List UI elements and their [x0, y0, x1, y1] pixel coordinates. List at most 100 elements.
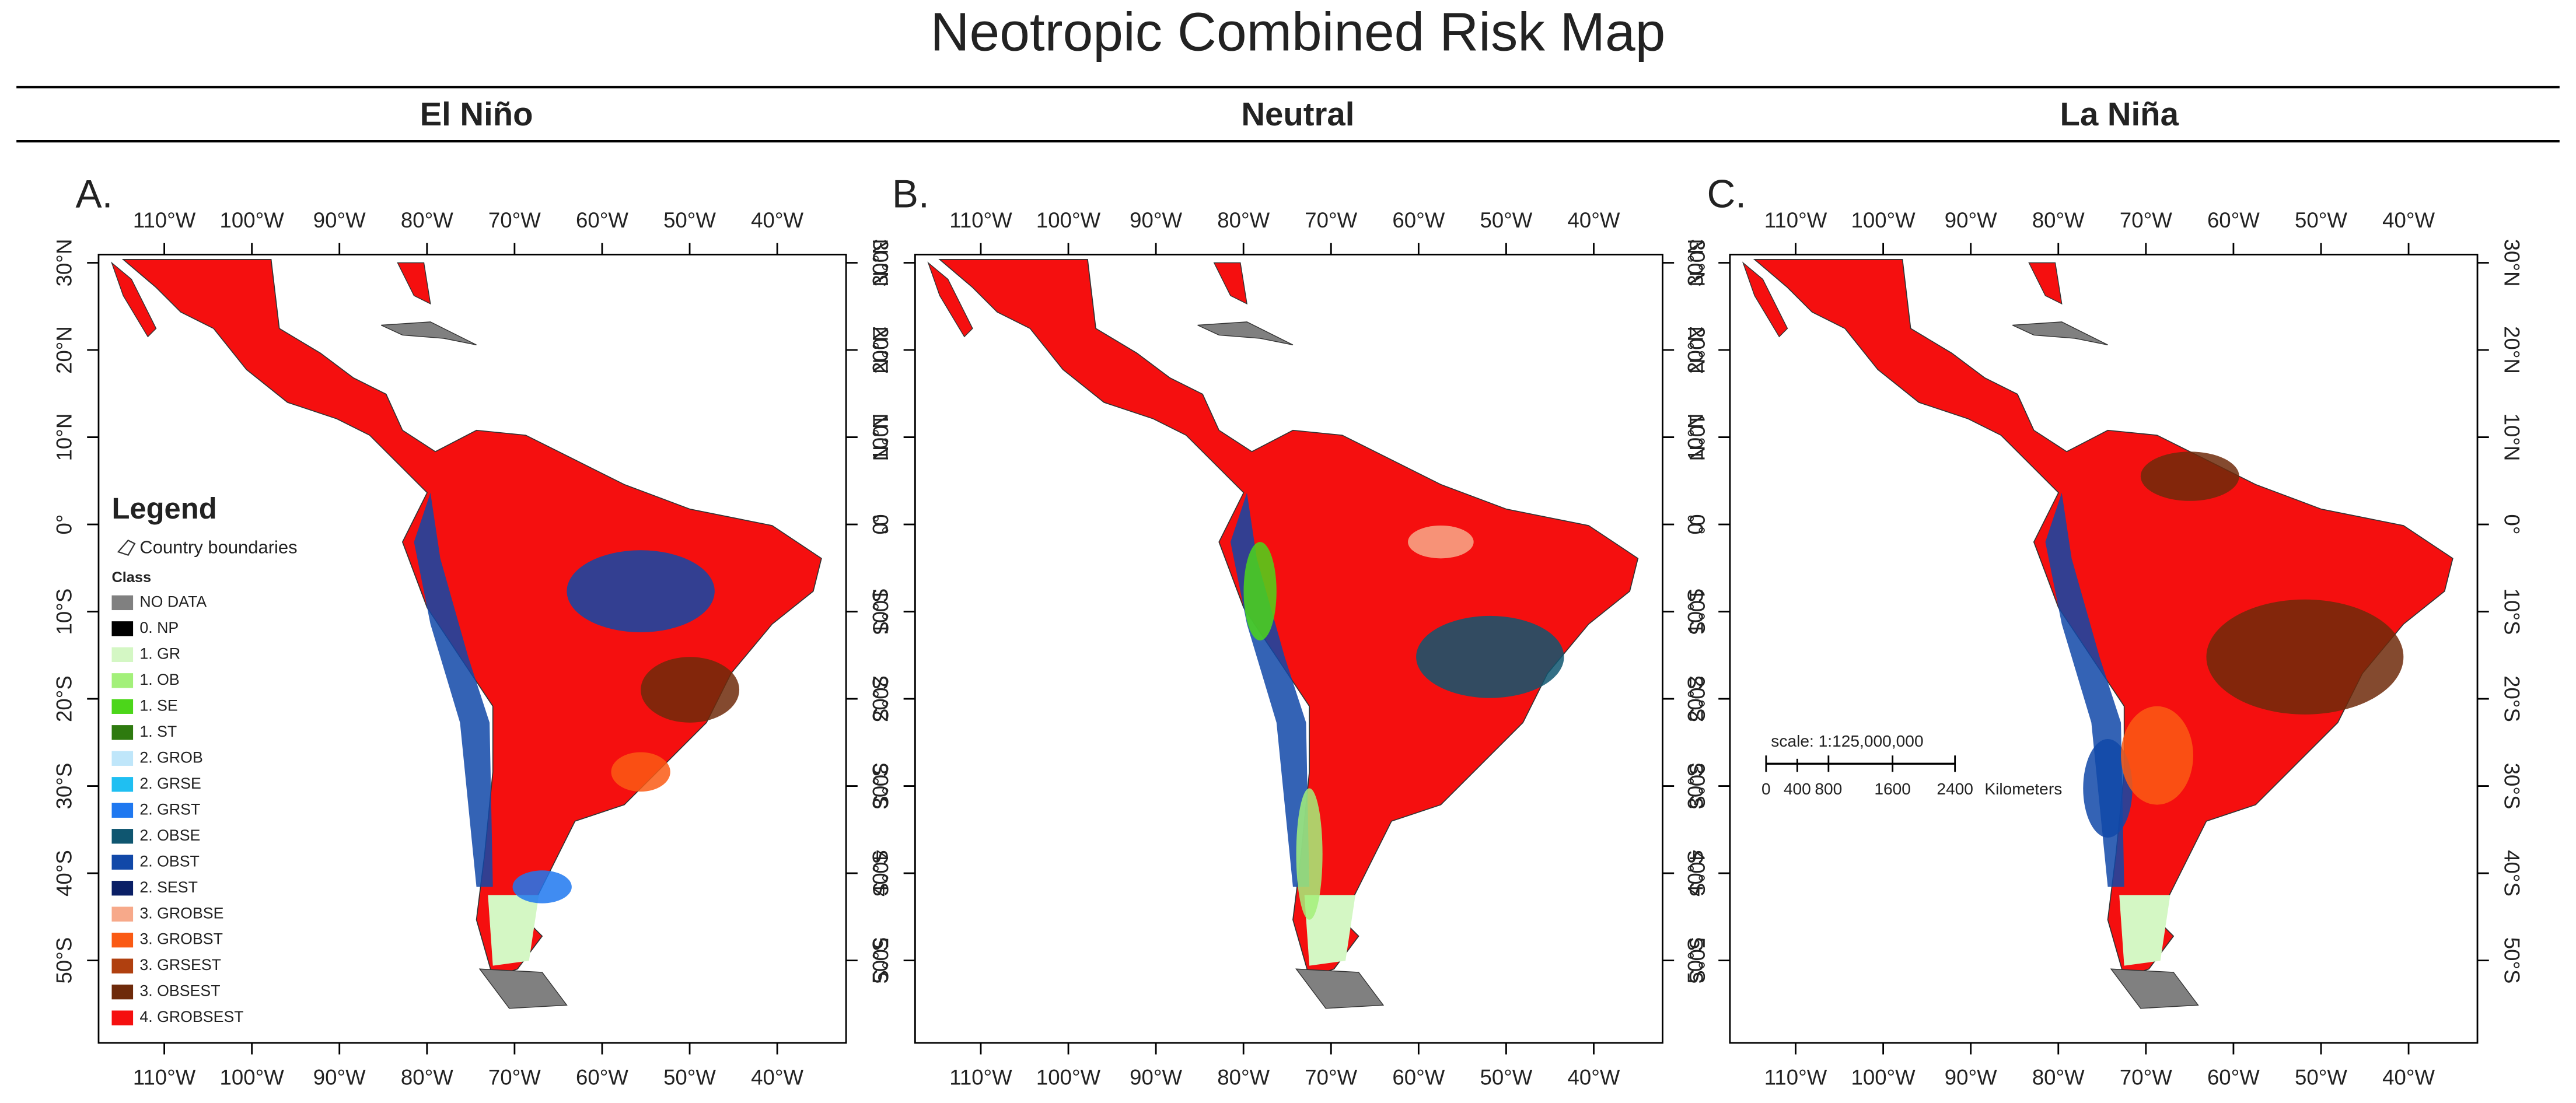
latitude-label: 0°: [1683, 514, 1707, 535]
longitude-label: 100°W: [220, 1066, 285, 1090]
legend-title: Legend: [111, 492, 216, 525]
column-header: Neutral: [1241, 96, 1354, 132]
longitude-label: 50°W: [1480, 1066, 1532, 1090]
legend-label: 2. SEST: [139, 878, 198, 896]
legend-swatch: [111, 1010, 134, 1025]
latitude-label: 0°: [52, 514, 76, 535]
risk-patch: [512, 870, 572, 904]
longitude-label: 90°W: [313, 208, 366, 232]
latitude-label: 40°S: [52, 850, 76, 897]
longitude-label: 100°W: [220, 208, 285, 232]
longitude-label: 40°W: [2382, 208, 2435, 232]
legend-label: 1. ST: [139, 723, 177, 740]
latitude-label: 10°S: [869, 589, 893, 635]
scale-label: scale: 1:125,000,000: [1771, 732, 1923, 750]
longitude-label: 110°W: [133, 1066, 196, 1090]
risk-patch: [611, 752, 670, 792]
longitude-label: 100°W: [1851, 1066, 1916, 1090]
legend-label: 2. GROB: [139, 748, 202, 766]
latitude-label: 30°S: [869, 763, 893, 810]
longitude-label: 60°W: [576, 208, 628, 232]
latitude-label: 30°N: [52, 239, 76, 287]
legend-label: 2. OBSE: [139, 827, 200, 844]
latitude-label: 50°S: [1685, 937, 1709, 984]
latitude-label: 10°S: [1683, 589, 1707, 635]
latitude-label: 10°S: [52, 589, 76, 635]
legend-swatch: [111, 855, 134, 870]
risk-patch: [1243, 542, 1277, 641]
scale-tick-label: 0: [1761, 780, 1771, 798]
longitude-label: 100°W: [1036, 208, 1101, 232]
legend-swatch: [111, 984, 134, 1000]
risk-patch: [2140, 451, 2239, 501]
legend-swatch: [111, 933, 134, 948]
latitude-label: 30°N: [1685, 239, 1709, 287]
legend-label: 1. OB: [139, 671, 179, 688]
latitude-label: 10°N: [52, 414, 76, 461]
latitude-label: 40°S: [2500, 850, 2524, 897]
risk-patch: [1408, 526, 1474, 559]
longitude-label: 50°W: [663, 1066, 716, 1090]
panel-letter: C.: [1707, 173, 1746, 216]
latitude-label: 30°S: [1683, 763, 1707, 810]
map-frame: [1729, 254, 2479, 1044]
latitude-label: 20°N: [52, 326, 76, 374]
legend-swatch: [111, 829, 134, 844]
risk-patch: [1296, 788, 1323, 920]
longitude-label: 100°W: [1851, 208, 1916, 232]
longitude-label: 110°W: [1764, 1066, 1827, 1090]
risk-patch: [641, 657, 740, 723]
longitude-label: 60°W: [2207, 1066, 2260, 1090]
longitude-label: 90°W: [1130, 208, 1182, 232]
scale-tick-label: 800: [1815, 780, 1842, 798]
latitude-label: 10°N: [2500, 414, 2524, 461]
figure-title: Neotropic Combined Risk Map: [930, 1, 1665, 62]
legend-label: 3. OBSEST: [139, 982, 220, 1000]
legend-swatch: [111, 699, 134, 714]
latitude-label: 20°N: [1683, 326, 1707, 374]
latitude-label: 10°S: [869, 589, 893, 635]
latitude-label: 0°: [869, 514, 893, 535]
legend-label: 3. GROBST: [139, 930, 223, 948]
legend-swatch: [111, 725, 134, 740]
longitude-label: 80°W: [1217, 1066, 1270, 1090]
longitude-label: 70°W: [2120, 1066, 2172, 1090]
map-panel: A. 110°W 110°W 100°W 100°W 90°W 90°W 80°W 80°W 70…: [52, 173, 892, 1090]
longitude-label: 80°W: [401, 1066, 453, 1090]
latitude-label: 20°S: [1685, 675, 1709, 722]
latitude-label: 20°S: [869, 675, 893, 722]
longitude-label: 90°W: [313, 1066, 366, 1090]
legend-background: [105, 486, 327, 1038]
legend-swatch: [111, 595, 134, 611]
longitude-label: 50°W: [1480, 208, 1532, 232]
longitude-label: 70°W: [1305, 1066, 1357, 1090]
risk-patch: [567, 550, 715, 633]
longitude-label: 110°W: [133, 208, 196, 232]
latitude-label: 30°S: [2500, 763, 2524, 810]
longitude-label: 100°W: [1036, 1066, 1101, 1090]
panel-letter: B.: [892, 173, 929, 216]
longitude-label: 40°W: [751, 208, 803, 232]
boundary-icon: [117, 539, 136, 556]
legend-swatch: [111, 621, 134, 636]
risk-patch: [2083, 739, 2133, 838]
latitude-label: 50°S: [52, 937, 76, 984]
latitude-label: 40°S: [869, 850, 893, 897]
longitude-label: 50°W: [2295, 1066, 2347, 1090]
longitude-label: 40°W: [751, 1066, 803, 1090]
latitude-label: 50°S: [1683, 937, 1707, 984]
longitude-label: 70°W: [2120, 208, 2172, 232]
scale-tick-label: 1600: [1874, 780, 1911, 798]
latitude-label: 20°S: [869, 675, 893, 722]
latitude-label: 20°N: [1685, 326, 1709, 374]
longitude-label: 80°W: [2032, 1066, 2085, 1090]
latitude-label: 50°S: [869, 937, 893, 984]
panel-letter: A.: [76, 173, 113, 216]
longitude-label: 90°W: [1130, 1066, 1182, 1090]
latitude-label: 40°S: [1683, 850, 1707, 897]
latitude-label: 10°N: [869, 414, 893, 461]
longitude-label: 60°W: [576, 1066, 628, 1090]
legend-swatch: [111, 958, 134, 974]
legend-swatch: [111, 751, 134, 766]
